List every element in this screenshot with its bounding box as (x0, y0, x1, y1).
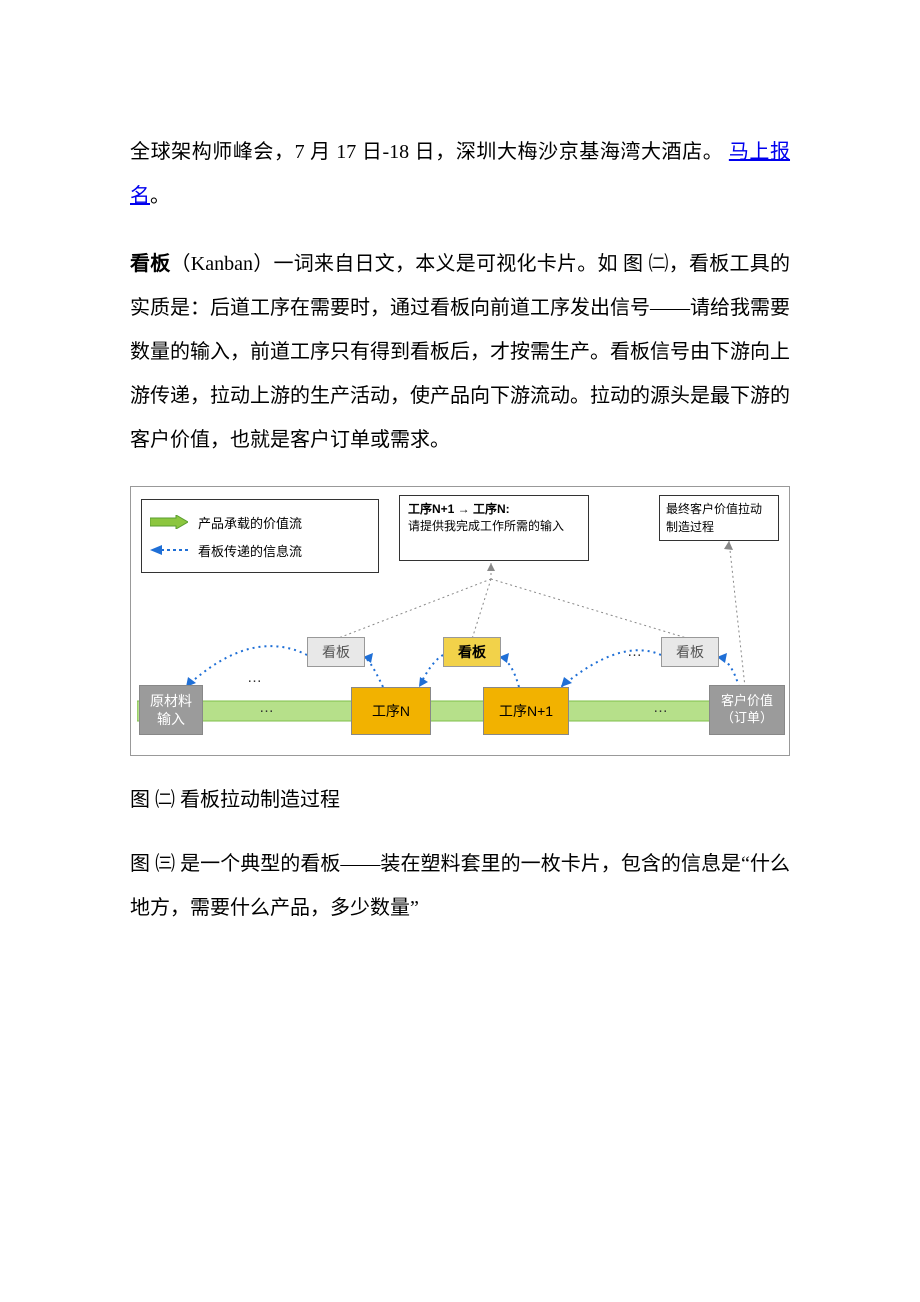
kanban-box-1: 看板 (307, 637, 365, 667)
kanban-ellipsis-1: … (247, 669, 262, 686)
legend-row-info: 看板传递的信息流 (150, 536, 370, 564)
callout-body: 请提供我完成工作所需的输入 (408, 518, 580, 535)
proc-n1: 工序N+1 (483, 687, 569, 735)
proc-n: 工序N (351, 687, 431, 735)
kanban-row: … 看板 看板 … 看板 (131, 637, 789, 671)
proc-ellipsis-2: … (653, 699, 668, 716)
legend-row-value: 产品承载的价值流 (150, 508, 370, 536)
paragraph-intro: 全球架构师峰会，7 月 17 日-18 日，深圳大梅沙京基海湾大酒店。 马上报名… (130, 130, 790, 218)
proc-raw-input: 原材料输入 (139, 685, 203, 735)
intro-text: 全球架构师峰会，7 月 17 日-18 日，深圳大梅沙京基海湾大酒店。 (130, 141, 723, 163)
caption-fig2: 图 ㈡ 看板拉动制造过程 (130, 780, 790, 820)
legend-text-info: 看板传递的信息流 (198, 541, 302, 560)
paragraph-fig3: 图 ㈢ 是一个典型的看板——装在塑料套里的一枚卡片，包含的信息是“什么地方，需要… (130, 842, 790, 930)
kanban-diagram: 产品承载的价值流 看板传递的信息流 工序N+1 → 工序N: 请提供我完成工作所… (130, 486, 790, 756)
callout-title: 工序N+1 → 工序N: (408, 501, 580, 518)
right-note: 最终客户价值拉动制造过程 (659, 495, 779, 541)
kanban-box-2: 看板 (443, 637, 501, 667)
legend-arrow-left-icon (150, 543, 188, 557)
kanban-ellipsis-2: … (627, 643, 642, 660)
process-row: 原材料输入 … 工序N 工序N+1 … 客户价值（订单） (131, 685, 789, 737)
legend-box: 产品承载的价值流 看板传递的信息流 (141, 499, 379, 573)
paragraph-kanban: 看板（Kanban）一词来自日文，本义是可视化卡片。如 图 ㈡，看板工具的实质是… (130, 242, 790, 462)
kanban-box-3: 看板 (661, 637, 719, 667)
proc-customer: 客户价值（订单） (709, 685, 785, 735)
legend-text-value: 产品承载的价值流 (198, 513, 302, 532)
kanban-rest: （Kanban）一词来自日文，本义是可视化卡片。如 图 ㈡，看板工具的实质是：后… (130, 253, 790, 451)
flow-arrow-icon (137, 693, 785, 729)
kanban-bold: 看板 (130, 253, 171, 275)
proc-ellipsis-1: … (259, 699, 274, 716)
legend-arrow-right-icon (150, 515, 188, 529)
intro-period: 。 (150, 185, 170, 207)
callout-box: 工序N+1 → 工序N: 请提供我完成工作所需的输入 (399, 495, 589, 561)
